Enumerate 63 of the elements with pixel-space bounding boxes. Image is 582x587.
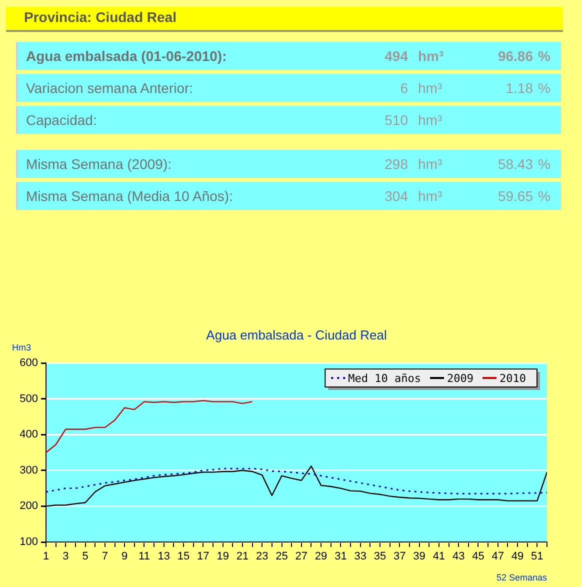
- x-tick-label: 15: [177, 550, 190, 563]
- legend-label: 2010: [500, 372, 526, 385]
- text: 6: [399, 80, 408, 96]
- text: Agua embalsada (01-06-2010):: [26, 48, 228, 64]
- text: %: [538, 188, 552, 204]
- text: Misma Semana (Media 10 Años):: [26, 188, 234, 204]
- text: 298: [384, 156, 408, 172]
- text: 1.18: [504, 80, 533, 96]
- text: 510: [384, 112, 408, 128]
- x-tick-label: 11: [138, 550, 150, 563]
- x-tick-label: 1: [42, 550, 50, 563]
- x-tick-label: 51: [531, 550, 544, 563]
- x-tick-label: 47: [492, 550, 504, 563]
- text: hm³: [418, 48, 445, 64]
- text: %: [538, 156, 552, 172]
- x-tick-label: 31: [334, 550, 347, 563]
- y-tick-label: 500: [20, 392, 38, 405]
- x-tick-label: 3: [62, 550, 69, 563]
- x-tick-label: 49: [511, 550, 524, 563]
- text: hm³: [418, 112, 444, 128]
- chart-title: Agua embalsada - Ciudad Real: [206, 328, 387, 343]
- x-tick-label: 43: [452, 550, 465, 563]
- legend-label: 2009: [447, 372, 474, 385]
- y-tick-label: 300: [20, 464, 38, 476]
- x-tick-label: 7: [102, 550, 108, 563]
- y-axis-title: Hm3: [12, 342, 32, 352]
- text: Capacidad:: [26, 112, 98, 128]
- y-tick-label: 600: [20, 357, 38, 370]
- y-tick-label: 200: [20, 500, 38, 512]
- x-tick-label: 45: [472, 550, 484, 563]
- text: hm³: [418, 80, 444, 96]
- x-tick-label: 21: [236, 550, 249, 563]
- text: %: [538, 80, 552, 96]
- x-tick-label: 17: [197, 550, 210, 563]
- y-tick-label: 400: [20, 428, 38, 441]
- x-axis-title: 52 Semanas: [496, 572, 548, 582]
- x-tick-label: 9: [122, 550, 128, 563]
- text: 304: [384, 188, 408, 204]
- legend-label: Med 10 años: [348, 372, 422, 385]
- x-tick-label: 23: [256, 550, 268, 563]
- x-tick-label: 27: [295, 550, 308, 563]
- text: Misma Semana (2009):: [26, 156, 173, 172]
- x-tick-label: 25: [276, 550, 288, 563]
- x-tick-label: 37: [394, 550, 406, 563]
- text: 494: [384, 48, 408, 64]
- text: 58.43: [496, 156, 533, 172]
- x-tick-label: 41: [432, 550, 446, 563]
- text: Variacion semana Anterior:: [26, 80, 194, 96]
- text: Provincia: Ciudad Real: [24, 9, 176, 25]
- text: 96.86: [496, 48, 533, 64]
- line-series: [46, 468, 547, 494]
- x-tick-label: 5: [82, 550, 88, 563]
- y-tick-label: 100: [20, 536, 38, 548]
- text: hm³: [418, 156, 444, 172]
- text: %: [538, 48, 552, 64]
- text: 59.65: [496, 188, 533, 204]
- text: hm³: [418, 188, 444, 204]
- x-tick-label: 35: [374, 550, 386, 563]
- x-tick-label: 19: [216, 550, 229, 563]
- x-tick-label: 13: [158, 550, 170, 563]
- x-tick-label: 33: [354, 550, 366, 563]
- x-tick-label: 39: [413, 550, 426, 563]
- x-tick-label: 29: [314, 550, 328, 563]
